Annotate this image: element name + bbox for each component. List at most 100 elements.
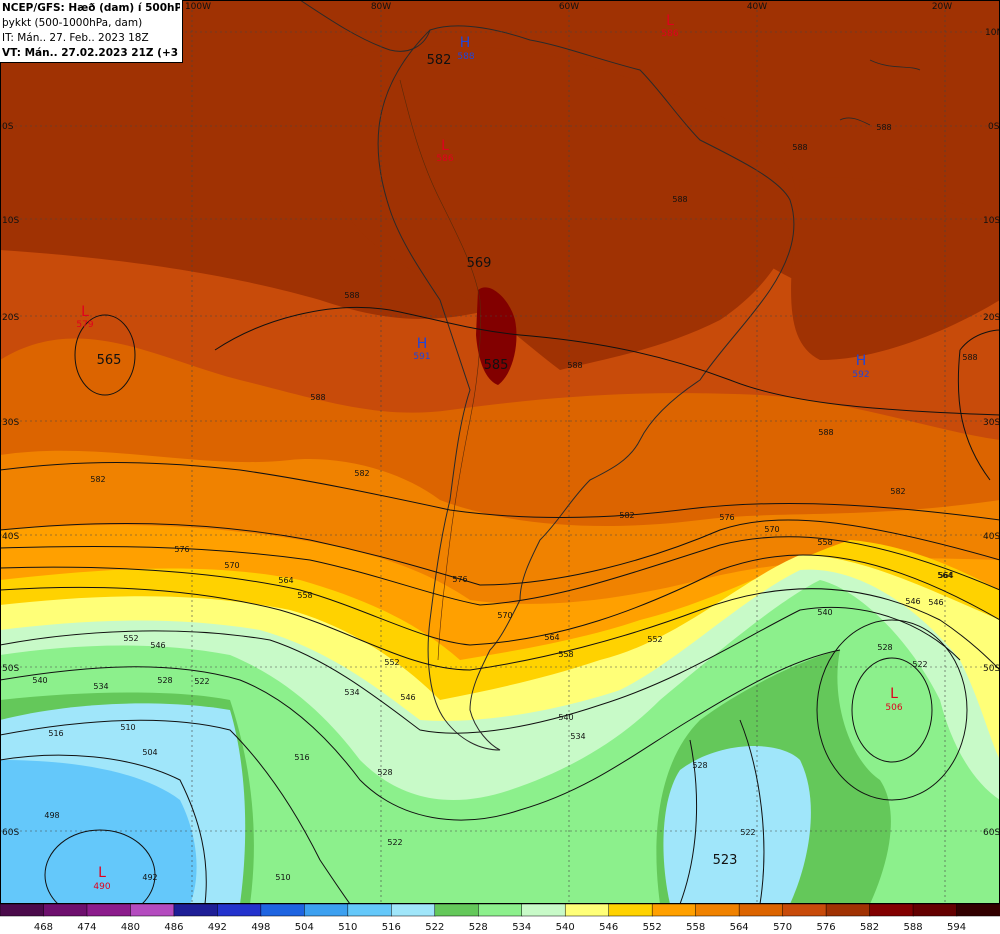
- thickness-shading: [0, 0, 1000, 904]
- legend-label: 564: [730, 922, 749, 933]
- south-america-outline: [377, 25, 795, 751]
- legend-label: 570: [773, 922, 792, 933]
- legend-label: 486: [164, 922, 183, 933]
- legend-swatch: [43, 904, 88, 917]
- contour-label: 564: [278, 576, 293, 585]
- info-subtitle: þykkt (500-1000hPa, dam): [2, 17, 143, 29]
- low-contour-565: [74, 314, 136, 396]
- contour-label: 510: [120, 723, 135, 732]
- legend-label: 588: [903, 922, 922, 933]
- lat-label: 30S: [2, 418, 19, 428]
- contour-label: 522: [194, 677, 209, 686]
- info-box: NCEP/GFS: Hæð (dam) í 500hPa og þykkt (5…: [0, 0, 183, 63]
- longitude-labels: 100W 80W 60W 40W 20W: [185, 2, 952, 12]
- contour-label: 528: [692, 761, 707, 770]
- low-marker: L: [890, 686, 898, 702]
- contour-label: 510: [275, 873, 290, 882]
- contour-label: 492: [142, 873, 157, 882]
- contour-label: 582: [890, 487, 905, 496]
- contour-label: 576: [719, 513, 734, 522]
- legend-label: 498: [251, 922, 270, 933]
- contour-label: 588: [962, 353, 977, 362]
- contour-label: 546: [150, 641, 165, 650]
- legend-label: 552: [643, 922, 662, 933]
- contour-label: 588: [876, 123, 891, 132]
- legend-swatch: [478, 904, 523, 917]
- lon-label: 80W: [371, 2, 391, 12]
- low-marker: L: [81, 304, 89, 320]
- contour-label: 534: [570, 732, 585, 741]
- contour-label: 498: [44, 811, 59, 820]
- high-marker: H: [417, 336, 428, 352]
- contour-label: 552: [123, 634, 138, 643]
- legend-swatch: [434, 904, 480, 917]
- lon-label: 100W: [185, 2, 211, 12]
- thickness-labels: 582 569 565 585 523: [97, 53, 738, 868]
- contour-label: 564: [938, 571, 953, 580]
- contour-label: 588: [344, 291, 359, 300]
- legend-swatch: [651, 904, 697, 917]
- lat-label: 60S: [983, 828, 1000, 838]
- low-value: 506: [885, 703, 902, 713]
- contour-label: 540: [32, 676, 47, 685]
- lat-label: 30S: [983, 418, 1000, 428]
- central-america-outline: [299, 0, 431, 52]
- contour-label: 504: [142, 748, 157, 757]
- caribbean-coast: [839, 59, 921, 126]
- contour-label: 528: [377, 768, 392, 777]
- legend-label: 534: [512, 922, 531, 933]
- lat-label: 10N: [985, 28, 1000, 38]
- low-contour-506: [851, 657, 933, 763]
- contour-label: 552: [384, 658, 399, 667]
- legend-swatch: [130, 904, 175, 917]
- high-marker: H: [460, 35, 471, 51]
- band-510-southwest: [0, 760, 197, 904]
- low-value: 586: [436, 154, 453, 164]
- low-marker: L: [98, 865, 106, 881]
- lon-label: 20W: [932, 2, 952, 12]
- high-marker: H: [856, 353, 867, 369]
- band-522-south-central: [663, 746, 811, 904]
- band-dark-andes: [476, 287, 517, 385]
- contour-label: 582: [354, 469, 369, 478]
- contour-label: 588: [672, 195, 687, 204]
- legend-swatch: [912, 904, 958, 917]
- contour-label: 516: [294, 753, 309, 762]
- color-legend: 468 474 480 486 492 498 504 510 516 522 528 534 540 5…: [0, 904, 1000, 934]
- contour-label: 588: [310, 393, 325, 402]
- contour-label: 534: [93, 682, 108, 691]
- thickness-label: 582: [427, 53, 452, 68]
- low-value: 579: [76, 320, 93, 330]
- low-contour-490: [44, 829, 156, 904]
- legend-label: 492: [208, 922, 227, 933]
- lat-label: 40S: [2, 532, 19, 542]
- low-marker: L: [666, 13, 674, 29]
- lat-label: 50S: [2, 664, 19, 674]
- contour-labels: 588 588 588 588 588 588 588 588 582 582 …: [32, 123, 977, 882]
- legend-swatch: [956, 904, 1000, 917]
- contour-label: 570: [224, 561, 239, 570]
- legend-swatch: [304, 904, 349, 917]
- legend-label: 594: [947, 922, 966, 933]
- contour-label: 564: [937, 571, 952, 580]
- thickness-label: 569: [467, 256, 492, 271]
- contour-label: 522: [912, 660, 927, 669]
- weather-map: 588 588 588 588 588 588 588 588 582 582 …: [0, 0, 1000, 904]
- info-valid-time: VT: Mán.. 27.02.2023 21Z (+3 h): [2, 47, 180, 59]
- legend-label: 468: [34, 922, 53, 933]
- legend-label: 510: [338, 922, 357, 933]
- contour-label: 588: [567, 361, 582, 370]
- band-588-amazon: [340, 46, 797, 371]
- info-init-time: IT: Mán.. 27. Feb.. 2023 18Z: [2, 32, 149, 44]
- contour-label: 546: [928, 598, 943, 607]
- lat-label: 10S: [2, 216, 19, 226]
- contour-label: 558: [297, 591, 312, 600]
- legend-label: 474: [77, 922, 96, 933]
- high-value: 591: [413, 352, 430, 362]
- legend-label: 504: [295, 922, 314, 933]
- contour-label: 558: [558, 650, 573, 659]
- legend-label: 480: [121, 922, 140, 933]
- lon-label: 40W: [747, 2, 767, 12]
- lat-label: 10S: [983, 216, 1000, 226]
- legend-swatch: [782, 904, 827, 917]
